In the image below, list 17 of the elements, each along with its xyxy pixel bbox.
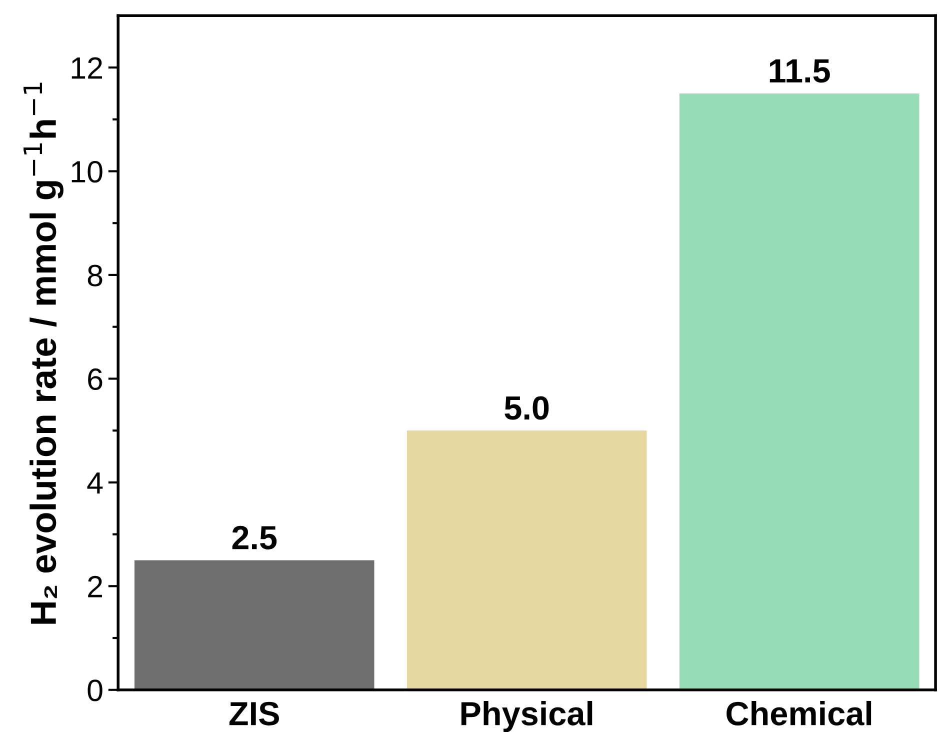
x-tick-label: Chemical bbox=[726, 700, 872, 726]
y-tick-label: 6 bbox=[88, 368, 102, 390]
bar bbox=[406, 430, 647, 690]
y-tick-label: 4 bbox=[87, 472, 103, 494]
y-tick-label: 8 bbox=[88, 264, 102, 286]
data-label: 2.5 bbox=[232, 526, 277, 550]
bar bbox=[134, 560, 374, 690]
y-tick-label: 12 bbox=[72, 57, 102, 79]
data-label: 5.0 bbox=[504, 396, 549, 420]
y-tick-label: 2 bbox=[88, 576, 102, 598]
data-label: 11.5 bbox=[770, 59, 830, 83]
x-tick-label: ZIS bbox=[229, 702, 279, 726]
y-tick-label: 0 bbox=[88, 680, 102, 702]
y-tick-label: 10 bbox=[72, 160, 102, 183]
x-tick-label: Physical bbox=[461, 700, 592, 732]
bar bbox=[679, 93, 920, 690]
y-axis-title: H₂ evolution rate / mmol g$^{−1}$h$^{−1}$ bbox=[24, 82, 64, 624]
